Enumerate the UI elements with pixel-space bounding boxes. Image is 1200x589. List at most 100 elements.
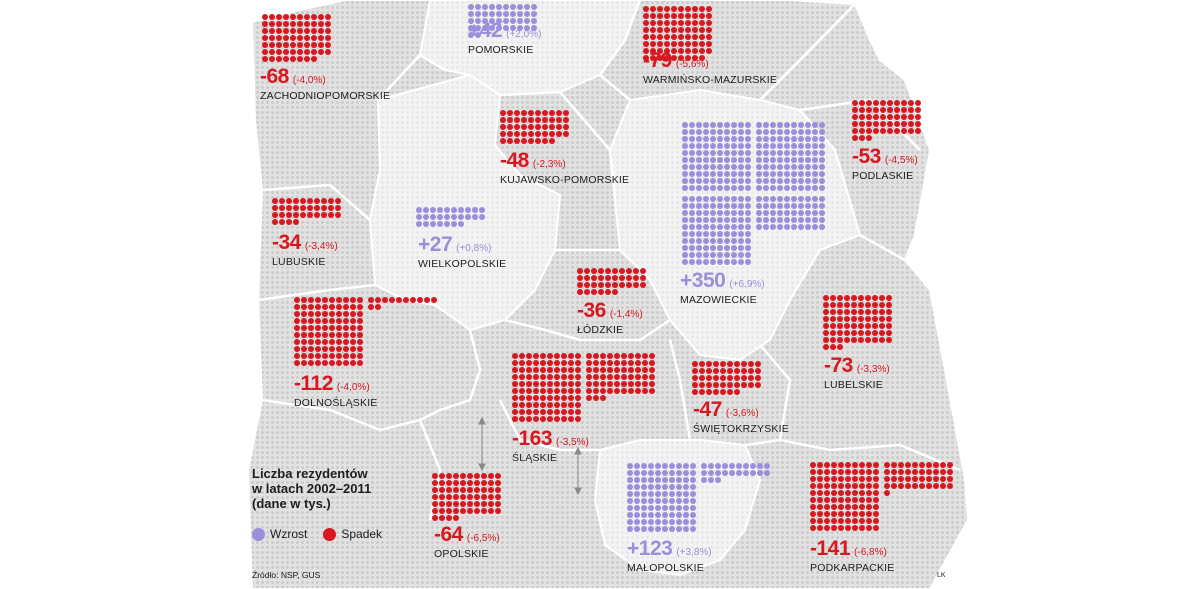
resident-dot bbox=[614, 374, 620, 380]
resident-dot bbox=[727, 389, 733, 395]
resident-dot bbox=[738, 185, 744, 191]
resident-dot bbox=[791, 210, 797, 216]
resident-dot bbox=[805, 203, 811, 209]
resident-dot bbox=[844, 309, 850, 315]
resident-dot bbox=[770, 217, 776, 223]
resident-dot bbox=[526, 353, 532, 359]
resident-dot bbox=[717, 136, 723, 142]
resident-dot bbox=[460, 494, 466, 500]
resident-dot bbox=[437, 214, 443, 220]
resident-dot bbox=[382, 297, 388, 303]
resident-dot bbox=[467, 487, 473, 493]
resident-dot bbox=[649, 381, 655, 387]
resident-dot bbox=[308, 304, 314, 310]
resident-dot bbox=[872, 295, 878, 301]
resident-dot bbox=[318, 35, 324, 41]
change-percent: (-3,6%) bbox=[725, 408, 759, 419]
resident-dot bbox=[591, 289, 597, 295]
resident-dot bbox=[689, 238, 695, 244]
resident-dot bbox=[706, 389, 712, 395]
resident-dot bbox=[710, 164, 716, 170]
resident-dot bbox=[357, 311, 363, 317]
resident-dot bbox=[798, 203, 804, 209]
resident-dot bbox=[549, 117, 555, 123]
resident-dot bbox=[824, 490, 830, 496]
resident-dot bbox=[635, 360, 641, 366]
resident-dot bbox=[791, 164, 797, 170]
resident-dot bbox=[724, 185, 730, 191]
resident-dot bbox=[727, 375, 733, 381]
resident-dot bbox=[915, 114, 921, 120]
resident-dot bbox=[311, 28, 317, 34]
resident-dot bbox=[293, 205, 299, 211]
resident-dot bbox=[706, 375, 712, 381]
resident-dot bbox=[873, 504, 879, 510]
resident-dot bbox=[671, 13, 677, 19]
resident-dot bbox=[770, 210, 776, 216]
resident-dot bbox=[315, 339, 321, 345]
resident-dot bbox=[703, 196, 709, 202]
resident-dot bbox=[837, 295, 843, 301]
resident-dot bbox=[600, 374, 606, 380]
resident-dot bbox=[831, 525, 837, 531]
resident-dot bbox=[777, 143, 783, 149]
resident-dot bbox=[635, 374, 641, 380]
resident-dot bbox=[791, 196, 797, 202]
resident-dot bbox=[699, 48, 705, 54]
resident-dot bbox=[542, 131, 548, 137]
resident-dot bbox=[614, 353, 620, 359]
resident-dot bbox=[947, 469, 953, 475]
resident-dot bbox=[805, 178, 811, 184]
resident-dot bbox=[838, 462, 844, 468]
resident-dot bbox=[717, 178, 723, 184]
resident-dot bbox=[873, 476, 879, 482]
resident-dot bbox=[777, 164, 783, 170]
resident-dot bbox=[940, 476, 946, 482]
resident-dot bbox=[598, 268, 604, 274]
change-value: -48 bbox=[500, 149, 529, 172]
resident-dot bbox=[626, 268, 632, 274]
resident-dot bbox=[692, 375, 698, 381]
resident-dot bbox=[699, 27, 705, 33]
resident-dot bbox=[879, 316, 885, 322]
resident-dot bbox=[738, 252, 744, 258]
resident-dot bbox=[556, 110, 562, 116]
resident-dot bbox=[453, 508, 459, 514]
resident-dot bbox=[627, 463, 633, 469]
resident-dot bbox=[724, 122, 730, 128]
resident-dot bbox=[710, 129, 716, 135]
resident-dot bbox=[823, 344, 829, 350]
resident-dot bbox=[798, 178, 804, 184]
resident-dot bbox=[703, 210, 709, 216]
resident-dot bbox=[685, 48, 691, 54]
resident-dot bbox=[791, 157, 797, 163]
resident-dot bbox=[738, 171, 744, 177]
region-label-podkarpackie: -141 (-6,8%) PODKARPACKIE bbox=[810, 538, 894, 575]
resident-dot bbox=[634, 526, 640, 532]
resident-dot bbox=[507, 124, 513, 130]
resident-dot bbox=[689, 164, 695, 170]
resident-dot bbox=[432, 473, 438, 479]
resident-dot bbox=[262, 21, 268, 27]
resident-dot bbox=[731, 157, 737, 163]
resident-dot bbox=[738, 224, 744, 230]
resident-dot bbox=[510, 11, 516, 17]
resident-dot bbox=[873, 497, 879, 503]
resident-dot bbox=[717, 122, 723, 128]
resident-dot bbox=[764, 463, 770, 469]
resident-dot bbox=[453, 487, 459, 493]
resident-dot bbox=[547, 416, 553, 422]
resident-dot bbox=[873, 483, 879, 489]
resident-dot bbox=[634, 470, 640, 476]
resident-dot bbox=[763, 157, 769, 163]
resident-dot bbox=[798, 185, 804, 191]
resident-dot bbox=[591, 268, 597, 274]
resident-dot bbox=[531, 25, 537, 31]
resident-dot bbox=[444, 207, 450, 213]
resident-dot bbox=[519, 360, 525, 366]
resident-dot bbox=[575, 367, 581, 373]
resident-dot bbox=[533, 374, 539, 380]
resident-dot bbox=[731, 245, 737, 251]
resident-dot bbox=[851, 323, 857, 329]
resident-dot bbox=[819, 136, 825, 142]
